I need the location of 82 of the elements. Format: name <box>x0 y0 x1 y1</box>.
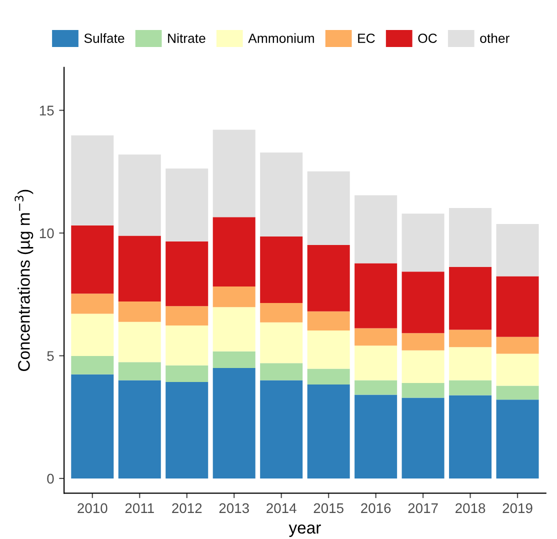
bar <box>71 356 114 374</box>
bar <box>71 225 114 294</box>
bar <box>354 394 398 478</box>
bar <box>260 302 303 322</box>
bar <box>402 333 444 350</box>
x-tick-label: 2011 <box>125 503 154 514</box>
bar <box>354 263 398 328</box>
bar <box>354 346 398 380</box>
bar <box>449 347 492 380</box>
bar <box>354 328 398 346</box>
bar <box>307 384 350 478</box>
bar <box>307 330 350 369</box>
legend-label: Nitrate <box>168 33 206 43</box>
y-tick-label: 15 <box>40 106 54 116</box>
bar <box>496 276 539 337</box>
x-tick-label: 2014 <box>266 503 296 514</box>
bar <box>212 351 256 368</box>
bar <box>402 398 444 478</box>
bar <box>212 217 256 287</box>
y-tick-label: 10 <box>40 228 54 238</box>
bar <box>166 382 208 478</box>
bar <box>449 266 492 330</box>
bar <box>260 363 303 380</box>
bar <box>166 241 208 306</box>
bar <box>354 380 398 395</box>
legend-label: OC <box>418 34 437 43</box>
x-tick-label: 2012 <box>172 503 202 514</box>
bar <box>166 326 208 366</box>
bar <box>118 322 161 362</box>
x-tick-label: 2017 <box>408 503 438 514</box>
bar <box>496 400 539 478</box>
legend-label: other <box>480 33 510 43</box>
bar <box>449 380 492 396</box>
bar <box>118 154 161 236</box>
bar <box>118 362 161 380</box>
bar <box>166 168 208 242</box>
bar <box>118 236 161 302</box>
bar <box>354 195 398 264</box>
bar <box>307 368 350 384</box>
bar <box>449 208 492 267</box>
x-tick-label: 2010 <box>78 503 108 514</box>
bar <box>307 245 350 312</box>
y-tick-label: 5 <box>47 351 54 361</box>
x-tick-label: 2018 <box>456 503 486 514</box>
y-tick-label: 0 <box>47 474 54 484</box>
bar <box>212 368 256 478</box>
bar <box>307 171 350 246</box>
legend-label: EC <box>358 34 375 43</box>
bar <box>260 380 303 478</box>
x-tick-label: 2015 <box>314 503 344 514</box>
legend-label: Sulfate <box>84 33 124 43</box>
bar <box>402 350 444 383</box>
bar <box>260 152 303 236</box>
bar <box>118 302 161 322</box>
bar <box>402 382 444 398</box>
bar <box>71 374 114 478</box>
bar <box>212 307 256 352</box>
bar <box>260 322 303 364</box>
bar <box>449 395 492 478</box>
bar <box>496 224 539 276</box>
bar <box>71 294 114 314</box>
bar <box>166 365 208 382</box>
bar <box>260 236 303 303</box>
x-tick-label: 2019 <box>502 503 532 514</box>
bar <box>212 130 256 218</box>
bar <box>212 286 256 308</box>
bar <box>118 380 161 478</box>
bar <box>402 214 444 272</box>
bar <box>71 314 114 356</box>
bar <box>166 306 208 326</box>
legend-label: Ammonium <box>248 33 314 43</box>
x-tick-label: 2013 <box>219 503 249 514</box>
bar <box>496 354 539 386</box>
y-axis-title: Concentrations (µg m$^{−3}$) <box>14 190 34 372</box>
bar <box>496 336 539 354</box>
bar <box>307 311 350 330</box>
bar <box>402 272 444 334</box>
x-tick-label: 2016 <box>361 503 391 514</box>
bar <box>449 330 492 348</box>
x-axis-title: year <box>288 524 321 537</box>
bar <box>496 386 539 400</box>
bar <box>71 135 114 226</box>
